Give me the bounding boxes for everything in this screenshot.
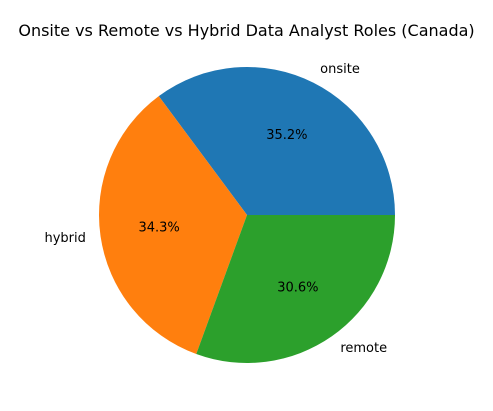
pie-pct-label-onsite: 35.2% xyxy=(266,128,307,143)
pie-slice-hybrid xyxy=(98,96,247,355)
pie-pct-label-remote: 30.6% xyxy=(277,280,318,295)
pie-labels: 35.2% onsite 34.3% hybrid 30.6% remote xyxy=(44,62,387,356)
pie-slices xyxy=(98,66,396,364)
pie-slice-onsite xyxy=(158,66,396,215)
pie-pct-label-hybrid: 34.3% xyxy=(138,220,179,235)
pie-category-label-remote: remote xyxy=(340,341,387,356)
pie-slice-remote xyxy=(196,215,395,364)
chart-title: Onsite vs Remote vs Hybrid Data Analyst … xyxy=(18,21,474,40)
pie-category-label-hybrid: hybrid xyxy=(44,231,85,246)
pie-category-label-onsite: onsite xyxy=(320,62,360,77)
